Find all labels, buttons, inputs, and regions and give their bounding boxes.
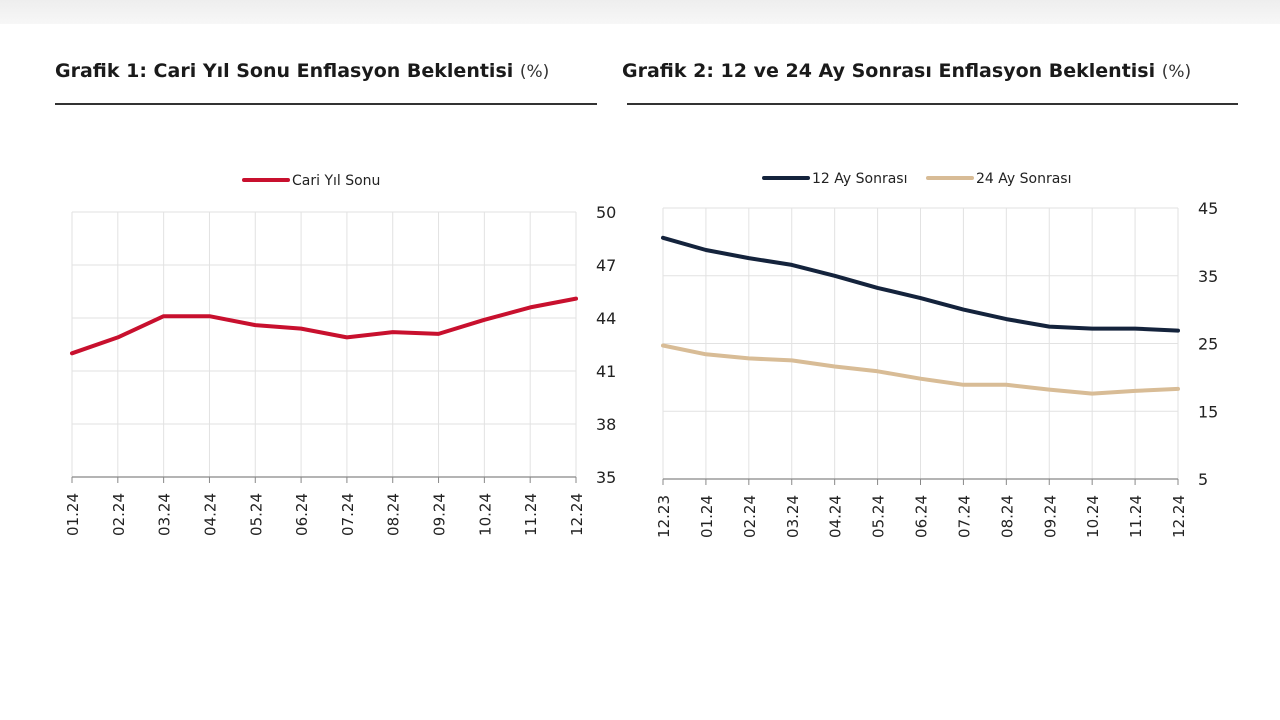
chart-2-x-tick-label: 05.24: [870, 495, 888, 538]
chart-1-x-tick-label: 04.24: [201, 493, 219, 536]
chart-1-x-tick-label: 01.24: [64, 493, 82, 536]
chart-2-y-tick-label: 25: [1198, 335, 1218, 354]
chart-2-x-tick-label: 03.24: [784, 495, 802, 538]
chart-2-y-tick-label: 45: [1198, 199, 1218, 218]
chart-1-x-tick-label: 09.24: [431, 493, 449, 536]
chart-1-y-tick-label: 50: [596, 203, 616, 222]
chart-1-y-tick-label: 35: [596, 468, 616, 487]
chart-1-x-tick-label: 02.24: [110, 493, 128, 536]
chart-2: 12.23 01.24 02.24 03.24 04.24 05.24 06.24 07.24…: [655, 171, 1218, 538]
chart-2-title: Grafik 2: 12 ve 24 Ay Sonrası Enflasyon …: [622, 60, 1191, 90]
chart-2-x-tick-label: 04.24: [827, 495, 845, 538]
chart-1-legend-label-1: Cari Yıl Sonu: [292, 173, 380, 189]
chart-1-y-tick-label: 38: [596, 415, 616, 434]
chart-2-x-tick-label: 06.24: [913, 495, 931, 538]
chart-1-x-tick-label: 05.24: [247, 493, 265, 536]
chart-1-x-tick-label: 06.24: [293, 493, 311, 536]
chart-2-x-tick-label: 11.24: [1127, 495, 1145, 538]
chart-2-y-tick-label: 15: [1198, 402, 1218, 421]
chart-2-title-unit: (%): [1161, 62, 1192, 82]
chart-2-x-tick-label: 02.24: [741, 495, 759, 538]
chart-2-x-tick-label: 09.24: [1041, 495, 1059, 538]
chart-1-y-tick-label: 41: [596, 362, 616, 381]
chart-2-x-tick-label: 12.24: [1170, 495, 1188, 538]
chart-1: 01.24 02.24 03.24 04.24 05.24 06.24 07.24 08.24…: [64, 173, 616, 536]
chart-1-title: Grafik 1: Cari Yıl Sonu Enflasyon Beklen…: [55, 60, 549, 90]
chart-2-legend-label-2: 24 Ay Sonrası: [976, 171, 1071, 187]
chart-1-x-tick-label: 11.24: [522, 493, 540, 536]
chart-2-y-tick-label: 5: [1198, 470, 1208, 489]
chart-1-y-tick-label: 47: [596, 256, 616, 275]
chart-1-title-unit: (%): [519, 62, 550, 82]
chart-1-title-rule: [55, 103, 597, 105]
chart-2-x-tick-label: 12.23: [655, 495, 673, 538]
chart-2-x-tick-label: 07.24: [955, 495, 973, 538]
top-band: [0, 0, 1280, 24]
chart-2-x-tick-label: 01.24: [698, 495, 716, 538]
chart-1-legend: Cari Yıl Sonu: [242, 173, 380, 189]
chart-1-grid: [71, 211, 577, 478]
chart-2-grid: [662, 207, 1179, 480]
chart-1-x-tick-label: 12.24: [568, 493, 586, 536]
chart-2-legend-label-1: 12 Ay Sonrası: [812, 171, 907, 187]
chart-2-title-rule: [627, 103, 1238, 105]
chart-2-x-tick-label: 08.24: [998, 495, 1016, 538]
chart-2-y-tick-label: 35: [1198, 267, 1218, 286]
chart-1-x-tick-label: 10.24: [476, 493, 494, 536]
chart-1-x-tick-label: 07.24: [339, 493, 357, 536]
chart-1-series-line-1: [70, 296, 578, 356]
chart-1-title-text: Grafik 1: Cari Yıl Sonu Enflasyon Beklen…: [55, 60, 514, 82]
chart-2-legend: 12 Ay Sonrası 24 Ay Sonrası: [762, 171, 1071, 187]
chart-2-series-line-2: [661, 343, 1180, 396]
chart-1-y-tick-label: 44: [596, 309, 616, 328]
chart-2-title-text: Grafik 2: 12 ve 24 Ay Sonrası Enflasyon …: [622, 60, 1156, 82]
chart-1-x-tick-label: 03.24: [156, 493, 174, 536]
chart-1-x-tick-label: 08.24: [385, 493, 403, 536]
chart-2-series-line-1: [661, 235, 1180, 333]
chart-2-x-tick-label: 10.24: [1084, 495, 1102, 538]
